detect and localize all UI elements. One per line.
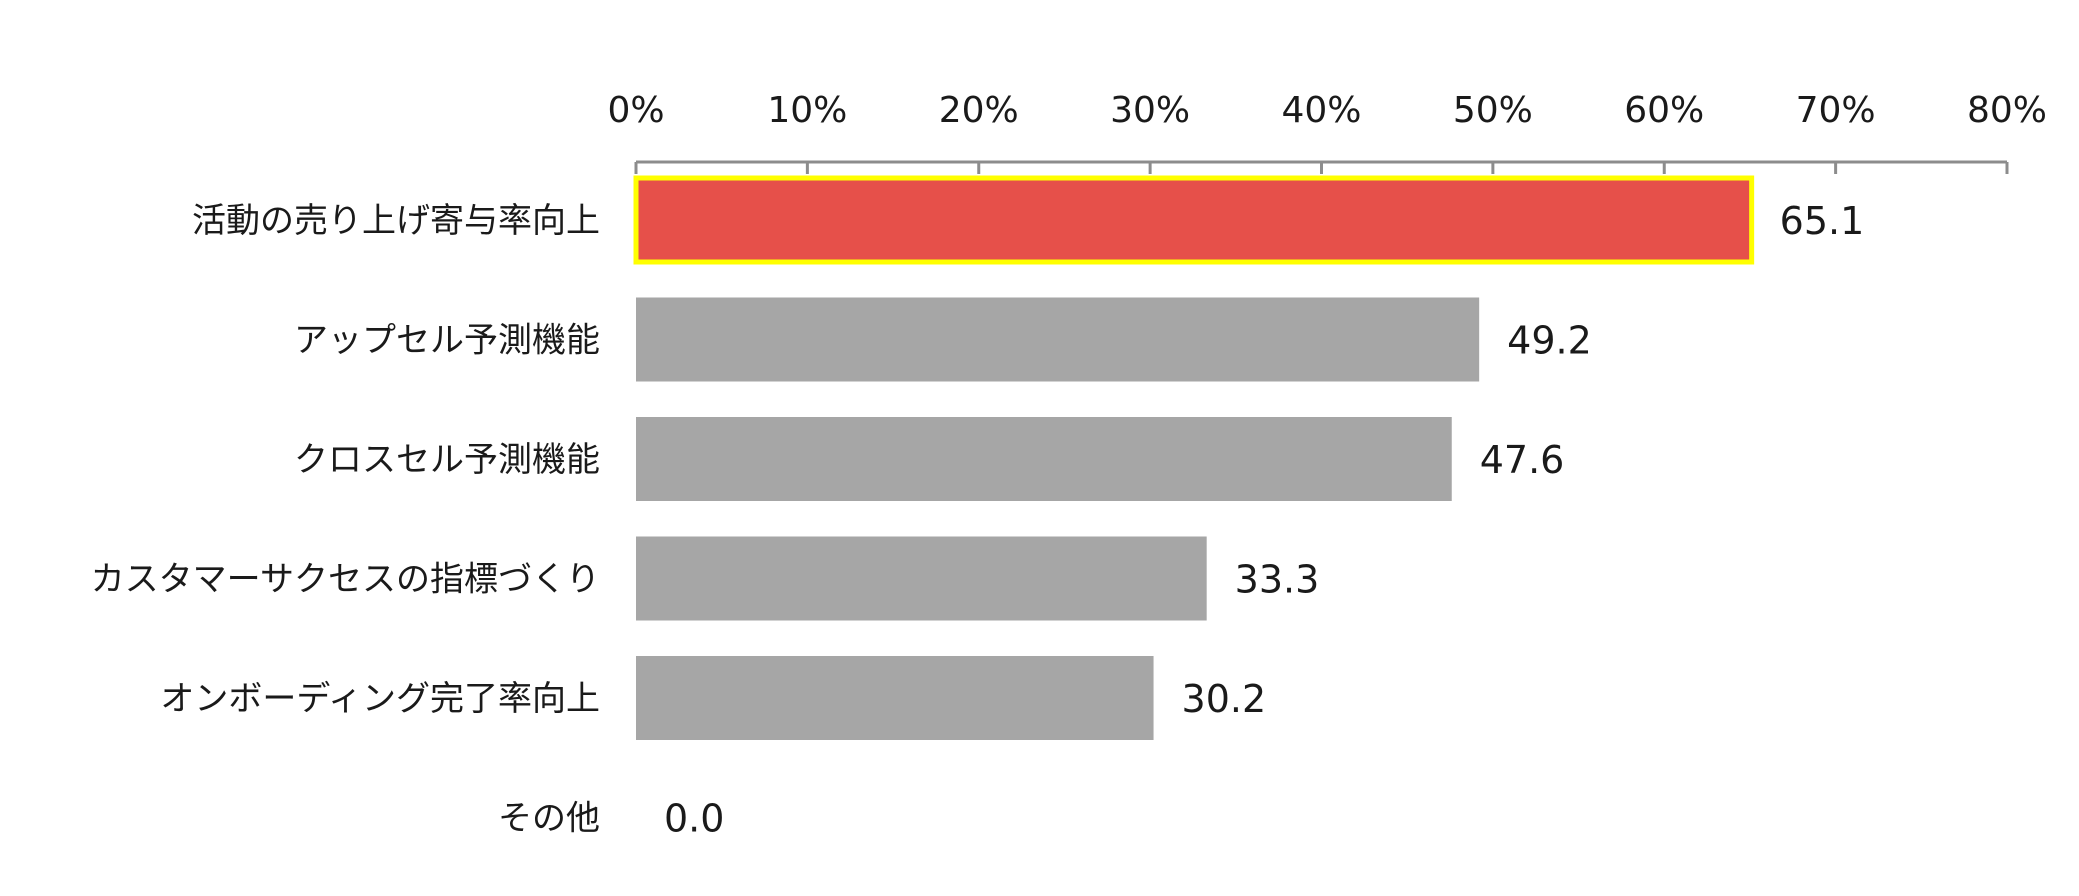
value-labels: 65.1 49.2 47.6 33.3 30.2 0.0 <box>664 199 1864 841</box>
bar <box>636 297 1480 382</box>
x-tick-label: 60% <box>1624 90 1704 131</box>
value-label: 0.0 <box>664 797 724 841</box>
x-tick-label: 0% <box>607 90 664 131</box>
value-label: 33.3 <box>1235 558 1320 602</box>
bar <box>636 536 1207 621</box>
value-label: 65.1 <box>1780 199 1865 243</box>
highlighted-bar <box>633 175 1755 265</box>
x-tick-label: 10% <box>767 90 847 131</box>
category-labels: 活動の売り上げ寄与率向上アップセル予測機能クロスセル予測機能カスタマーサクセスの… <box>91 201 600 839</box>
value-label: 47.6 <box>1480 438 1565 482</box>
category-label: カスタマーサクセスの指標づくり <box>91 560 600 600</box>
x-tick-label: 20% <box>939 90 1019 131</box>
x-axis: 0% 10% 20% 30% 40% 50% 60% 70% 80% <box>607 90 2047 174</box>
value-label: 30.2 <box>1182 677 1267 721</box>
bar <box>636 656 1154 740</box>
x-tick-label: 70% <box>1796 90 1876 131</box>
x-tick-label: 50% <box>1453 90 1533 131</box>
category-label: オンボーディング完了率向上 <box>160 679 600 719</box>
category-label: その他 <box>498 799 600 839</box>
category-label: クロスセル予測機能 <box>294 440 600 480</box>
x-tick-label: 30% <box>1110 90 1190 131</box>
category-label: アップセル予測機能 <box>294 321 600 361</box>
value-label: 49.2 <box>1507 319 1592 363</box>
category-label: 活動の売り上げ寄与率向上 <box>192 201 600 241</box>
x-tick-label: 40% <box>1281 90 1361 131</box>
bar <box>636 417 1452 501</box>
x-tick-label: 80% <box>1967 90 2047 131</box>
bars <box>633 175 1755 740</box>
